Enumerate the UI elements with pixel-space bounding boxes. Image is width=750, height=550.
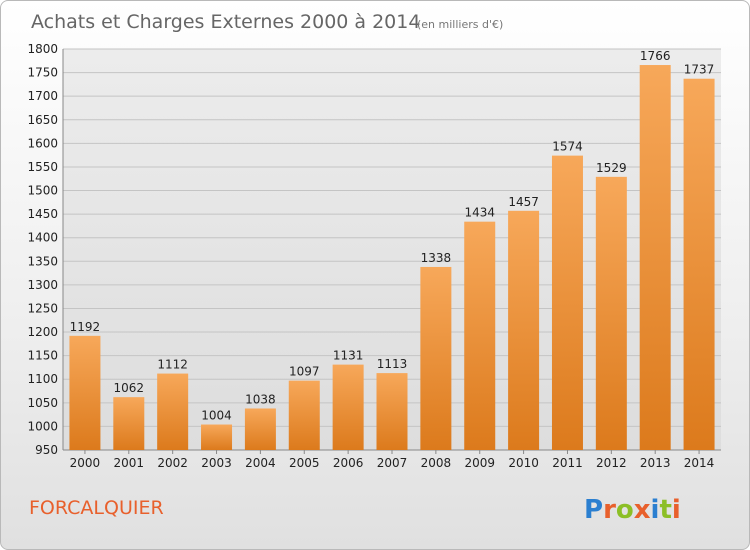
city-name: FORCALQUIER [29,497,164,519]
logo-letter: i [651,495,660,525]
proxiti-logo: Proxiti [584,495,681,525]
value-label-2014: 1737 [684,63,715,77]
bar-2001 [113,397,145,450]
bar-2010 [508,210,540,450]
chart-subtitle: (en milliers d'€) [417,18,503,31]
x-tick-label-2007: 2007 [377,456,408,470]
y-tick-label: 1200 [27,325,58,339]
bar-2014 [683,78,715,450]
bar-2012 [595,176,627,450]
y-tick-label: 1650 [27,113,58,127]
x-tick-label-2001: 2001 [114,456,145,470]
y-tick-label: 1050 [27,396,58,410]
x-tick-label-2009: 2009 [464,456,495,470]
x-tick-label-2012: 2012 [596,456,627,470]
x-tick-label-2010: 2010 [508,456,539,470]
x-tick-label-2000: 2000 [70,456,101,470]
bar-2003 [201,424,233,450]
value-label-2009: 1434 [464,206,495,220]
value-label-2006: 1131 [333,349,364,363]
y-axis: 950 1000 1050 1100 1150 1200 1250 1300 1350 1400 1… [27,42,721,457]
bar-2004 [244,408,276,450]
bar-2013 [639,65,671,450]
bar-2008 [420,266,452,450]
value-label-2005: 1097 [289,365,320,379]
x-tick-label-2002: 2002 [157,456,188,470]
y-tick-label: 1350 [27,254,58,268]
y-tick-label: 1100 [27,372,58,386]
x-axis-labels: 2000 2001 2002 2003 2004 2005 2006 2007 2008 2009… [70,450,715,470]
y-tick-label: 1550 [27,160,58,174]
y-tick-label: 1250 [27,301,58,315]
y-tick-label: 1300 [27,278,58,292]
bar-2005 [288,380,320,450]
chart-title: Achats et Charges Externes 2000 à 2014 [31,11,420,33]
logo-letter: x [634,495,651,525]
x-tick-label-2003: 2003 [201,456,232,470]
x-tick-label-2013: 2013 [640,456,671,470]
logo-letter: t [659,495,671,525]
y-tick-label: 1450 [27,207,58,221]
value-label-2012: 1529 [596,161,627,175]
bar-2000 [69,335,101,450]
y-tick-label: 1150 [27,349,58,363]
value-label-2004: 1038 [245,392,276,406]
bar-2002 [157,373,189,450]
x-tick-label-2006: 2006 [333,456,364,470]
y-tick-label: 1700 [27,89,58,103]
y-tick-label: 1500 [27,184,58,198]
bars [69,65,715,450]
bar-2006 [332,364,364,450]
x-tick-label-2004: 2004 [245,456,276,470]
logo-text: Proxiti [584,495,681,525]
value-label-2000: 1192 [70,320,101,334]
y-tick-label: 1600 [27,136,58,150]
x-tick-label-2011: 2011 [552,456,583,470]
y-tick-label: 1800 [27,42,58,56]
value-labels: 1192 1062 1112 1004 1038 1097 1131 1113 1338 1434… [70,49,715,422]
logo-letter: i [672,495,681,525]
value-label-2001: 1062 [114,381,145,395]
value-label-2003: 1004 [201,409,232,423]
y-tick-label: 1750 [27,66,58,80]
y-tick-label: 1400 [27,231,58,245]
logo-letter: r [603,495,616,525]
x-tick-label-2008: 2008 [421,456,452,470]
value-label-2013: 1766 [640,49,671,63]
value-label-2007: 1113 [377,357,408,371]
y-tick-label: 1000 [27,419,58,433]
x-tick-label-2005: 2005 [289,456,320,470]
bar-2011 [551,155,583,450]
value-label-2010: 1457 [508,195,539,209]
y-tick-label: 950 [35,443,58,457]
bar-2007 [376,373,408,450]
value-label-2011: 1574 [552,140,583,154]
logo-letter: o [616,495,634,525]
bar-2009 [464,221,496,450]
x-tick-label-2014: 2014 [684,456,715,470]
value-label-2008: 1338 [421,251,452,265]
logo-letter: P [584,495,603,525]
value-label-2002: 1112 [157,358,188,372]
